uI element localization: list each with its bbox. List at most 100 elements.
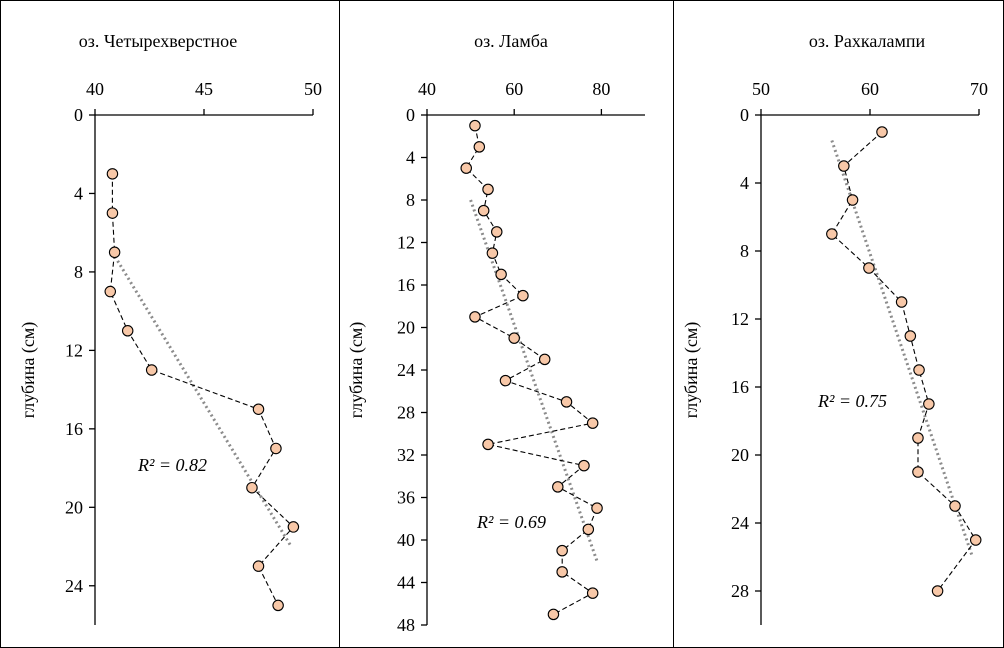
y-tick-label: 16 <box>397 275 415 295</box>
y-axis-title: глубина (см) <box>346 322 367 419</box>
trend-layer <box>112 252 291 546</box>
panel-title: оз. Ламба <box>474 31 548 51</box>
y-tick-label: 12 <box>65 340 83 360</box>
data-point <box>557 545 567 555</box>
y-tick-label: 4 <box>74 183 83 203</box>
data-point <box>470 312 480 322</box>
data-point <box>109 247 119 257</box>
data-point <box>253 561 263 571</box>
x-tick-label: 50 <box>752 79 770 99</box>
data-point <box>500 375 510 385</box>
y-axis-title: глубина (см) <box>681 322 702 419</box>
y-tick-label: 4 <box>406 148 415 168</box>
data-point <box>518 290 528 300</box>
data-point <box>583 524 593 534</box>
x-tick-label: 40 <box>418 79 436 99</box>
y-tick-label: 0 <box>740 105 749 125</box>
tick-layer: 40 45 50 0 4 8 12 16 20 24 <box>65 79 322 625</box>
y-tick-label: 0 <box>406 105 415 125</box>
data-point <box>478 205 488 215</box>
y-tick-label: 24 <box>397 360 415 380</box>
x-tick-label: 80 <box>592 79 610 99</box>
series-layer <box>827 127 981 596</box>
y-tick-label: 4 <box>740 173 749 193</box>
data-point <box>950 501 960 511</box>
x-tick-label: 60 <box>861 79 879 99</box>
r2-annotation: R² = 0.69 <box>476 512 546 532</box>
data-point <box>474 142 484 152</box>
y-tick-label: 8 <box>740 241 749 261</box>
x-tick-label: 50 <box>304 79 322 99</box>
y-tick-label: 16 <box>731 377 749 397</box>
r2-annotation: R² = 0.75 <box>817 391 887 411</box>
data-point <box>105 286 115 296</box>
data-point <box>587 418 597 428</box>
y-tick-label: 20 <box>731 445 749 465</box>
tick-layer: 50 60 70 0 4 8 12 16 20 24 28 <box>731 79 988 625</box>
y-tick-label: 44 <box>397 573 415 593</box>
panel-lamba: оз. Ламба глубина (см) R² = 0.69 40 60 80 0… <box>346 31 645 635</box>
data-point <box>470 120 480 130</box>
y-tick-label: 24 <box>65 576 83 596</box>
trend-line <box>112 252 291 546</box>
data-point <box>509 333 519 343</box>
data-point <box>553 482 563 492</box>
y-tick-label: 48 <box>397 615 415 635</box>
y-tick-label: 24 <box>731 513 749 533</box>
data-point <box>492 227 502 237</box>
data-point <box>540 354 550 364</box>
y-tick-label: 28 <box>731 581 749 601</box>
x-tick-label: 70 <box>970 79 988 99</box>
panel-title: оз. Четырехверстное <box>79 31 238 51</box>
data-point <box>579 460 589 470</box>
data-point <box>107 208 117 218</box>
data-point <box>932 586 942 596</box>
data-point <box>496 269 506 279</box>
series-line <box>110 174 293 606</box>
y-tick-label: 28 <box>397 403 415 423</box>
data-point <box>483 439 493 449</box>
data-point <box>273 600 283 610</box>
y-tick-label: 20 <box>65 497 83 517</box>
y-tick-label: 12 <box>731 309 749 329</box>
data-point <box>123 326 133 336</box>
data-point <box>487 248 497 258</box>
data-point <box>107 169 117 179</box>
data-point <box>557 567 567 577</box>
data-point <box>271 443 281 453</box>
y-tick-label: 16 <box>65 419 83 439</box>
panel-chetyrekhverstnoe: оз. Четырехверстное глубина (см) R² = 0.… <box>18 31 322 625</box>
y-tick-label: 12 <box>397 233 415 253</box>
data-point <box>827 229 837 239</box>
data-point <box>592 503 602 513</box>
data-point <box>561 397 571 407</box>
data-point <box>896 297 906 307</box>
data-point <box>913 467 923 477</box>
data-point <box>847 195 857 205</box>
data-point <box>924 399 934 409</box>
data-point <box>839 161 849 171</box>
y-tick-label: 8 <box>406 190 415 210</box>
data-point <box>905 331 915 341</box>
series-layer <box>105 169 299 611</box>
x-tick-label: 45 <box>195 79 213 99</box>
y-tick-label: 8 <box>74 262 83 282</box>
x-tick-label: 40 <box>86 79 104 99</box>
x-tick-label: 60 <box>505 79 523 99</box>
data-point <box>483 184 493 194</box>
data-point <box>913 433 923 443</box>
y-tick-label: 32 <box>397 445 415 465</box>
data-point <box>971 535 981 545</box>
y-axis-title: глубина (см) <box>18 322 39 419</box>
data-point <box>247 482 257 492</box>
data-point <box>914 365 924 375</box>
y-tick-label: 36 <box>397 488 415 508</box>
y-tick-label: 20 <box>397 318 415 338</box>
y-tick-label: 40 <box>397 530 415 550</box>
y-tick-label: 0 <box>74 105 83 125</box>
data-point <box>548 609 558 619</box>
data-point <box>461 163 471 173</box>
